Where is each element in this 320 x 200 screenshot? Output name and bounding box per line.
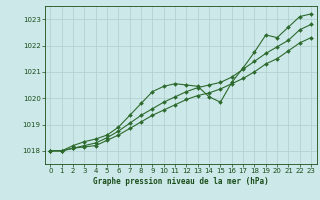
X-axis label: Graphe pression niveau de la mer (hPa): Graphe pression niveau de la mer (hPa) [93,177,269,186]
